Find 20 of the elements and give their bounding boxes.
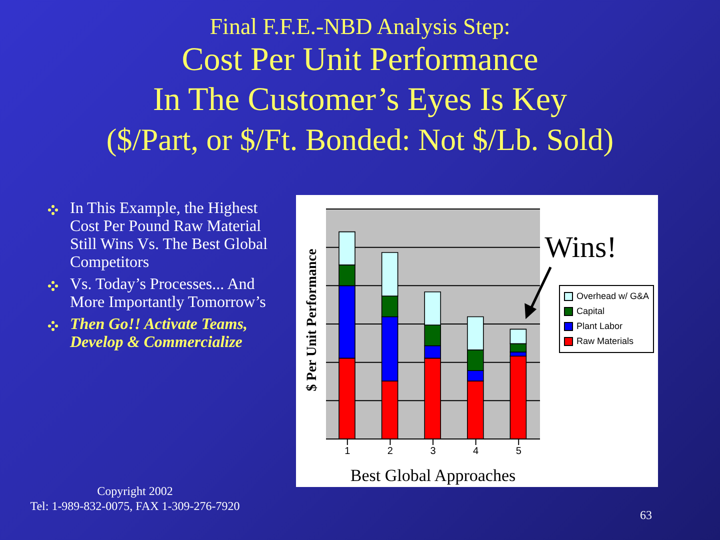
text: Copyright 2002 [96, 484, 174, 499]
legend-label: Raw Materials [576, 335, 634, 348]
annotation: Wins! [544, 231, 617, 264]
text: Vs. Today’s Processes... And More Importantly Tomorrow’s [70, 276, 267, 312]
chart-subtitle: Cost Per Unit Performance In The Customer’s Eyes Is Key ($/Part, or $/Ft. Bonded: Not $/Lb. Sold) [105, 41, 615, 159]
x-axis-title: Best Global Approaches [350, 466, 516, 485]
text: Then Go!! Activate Teams, Develop & Commercialize [70, 316, 248, 352]
text: In This Example, the Highest Cost Per Pound Raw Material Still Wins Vs. The Best Global Competitors [70, 200, 269, 272]
chart-title: Final F.F.E.-NBD Analysis Step: [208, 14, 512, 40]
text: Tel: 1-989-832-0075, FAX 1-309-276-7920 [29, 499, 241, 514]
y-axis-title: $ Per Unit Performance [305, 248, 321, 392]
x-tick-label: 4 [473, 446, 480, 458]
text: 63 [640, 508, 652, 523]
x-tick-label: 2 [387, 446, 394, 458]
x-tick-label: 5 [516, 446, 522, 458]
x-tick-label: 3 [430, 446, 436, 458]
x-tick-label: 1 [344, 446, 351, 458]
legend-label: Plant Labor [576, 320, 622, 333]
legend-label: Capital [576, 305, 604, 318]
legend-label: Overhead w/ G&A [576, 290, 649, 303]
